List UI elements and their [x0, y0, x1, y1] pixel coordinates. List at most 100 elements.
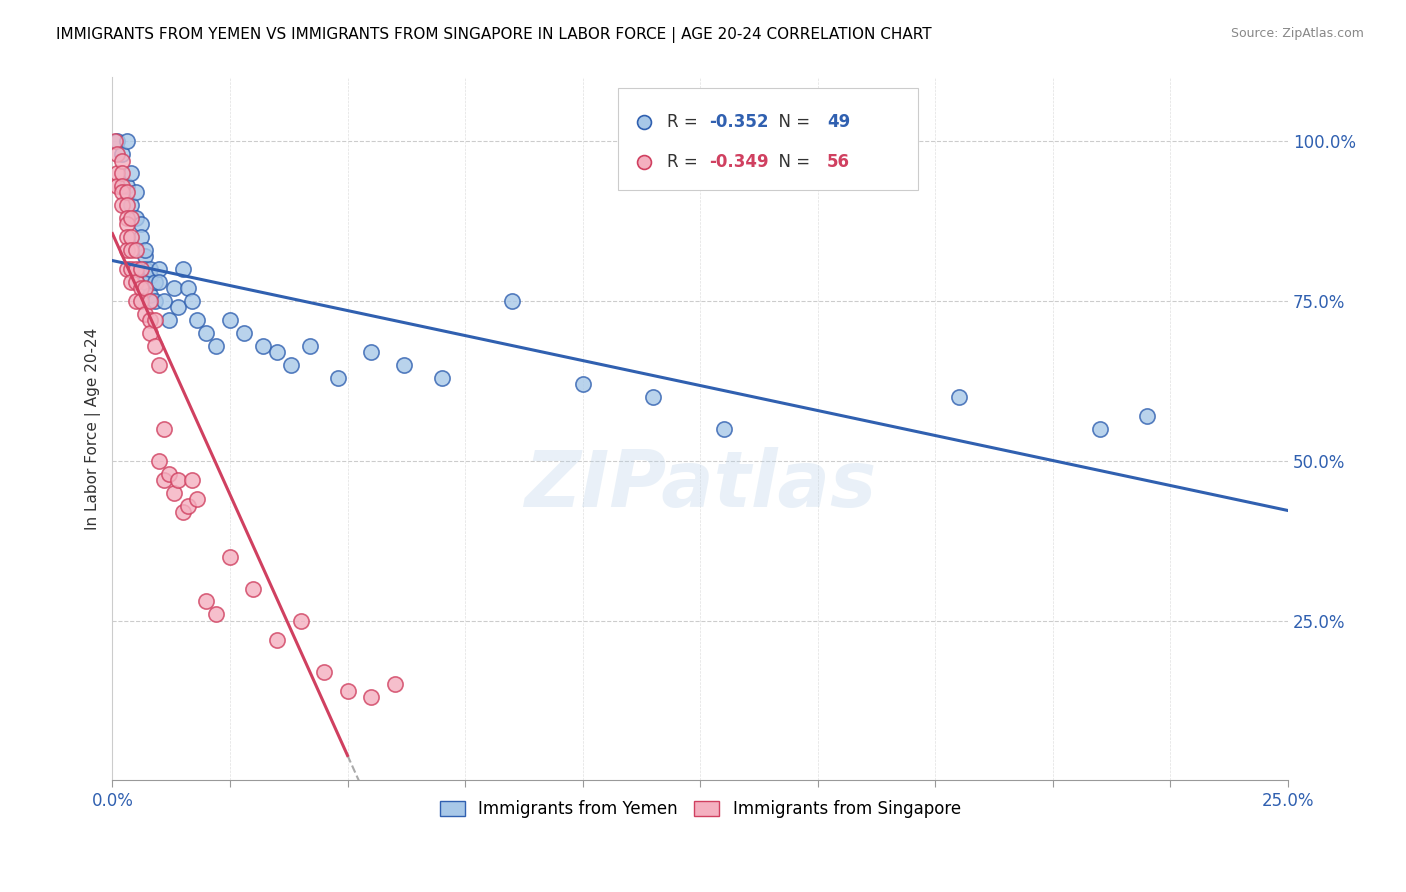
Point	[252, 339, 274, 353]
Point	[115, 211, 138, 225]
Point	[186, 492, 208, 507]
Point	[139, 287, 162, 301]
Point	[134, 275, 156, 289]
Point	[129, 262, 152, 277]
Point	[134, 262, 156, 277]
Point	[162, 281, 184, 295]
Point	[105, 179, 128, 194]
Point	[360, 690, 382, 705]
Point	[148, 358, 170, 372]
Text: IMMIGRANTS FROM YEMEN VS IMMIGRANTS FROM SINGAPORE IN LABOR FORCE | AGE 20-24 CO: IMMIGRANTS FROM YEMEN VS IMMIGRANTS FROM…	[56, 27, 932, 43]
Point	[143, 275, 166, 289]
Point	[120, 275, 142, 289]
Point	[115, 243, 138, 257]
Point	[125, 211, 148, 225]
Point	[186, 313, 208, 327]
Text: Source: ZipAtlas.com: Source: ZipAtlas.com	[1230, 27, 1364, 40]
Text: ZIPatlas: ZIPatlas	[524, 447, 876, 523]
Point	[266, 632, 288, 647]
Point	[120, 230, 142, 244]
Point	[111, 186, 134, 200]
Text: R =: R =	[668, 153, 703, 170]
Point	[181, 294, 204, 309]
Point	[571, 377, 593, 392]
Point	[139, 313, 162, 327]
Point	[111, 153, 134, 168]
Point	[157, 467, 180, 481]
Text: 49: 49	[827, 112, 851, 131]
Point	[111, 179, 134, 194]
Point	[111, 198, 134, 212]
Point	[139, 262, 162, 277]
Point	[115, 134, 138, 148]
Point	[643, 390, 665, 404]
Point	[111, 147, 134, 161]
Point	[1136, 409, 1159, 423]
Point	[104, 134, 127, 148]
Point	[153, 294, 176, 309]
Point	[143, 294, 166, 309]
Point	[115, 198, 138, 212]
Point	[219, 549, 242, 564]
Point	[205, 339, 228, 353]
Point	[125, 262, 148, 277]
FancyBboxPatch shape	[617, 88, 918, 190]
Point	[139, 326, 162, 340]
Point	[242, 582, 264, 596]
Point	[105, 147, 128, 161]
Point	[134, 249, 156, 263]
Point	[115, 262, 138, 277]
Point	[384, 677, 406, 691]
Text: N =: N =	[769, 112, 815, 131]
Point	[115, 230, 138, 244]
Point	[125, 275, 148, 289]
Point	[360, 345, 382, 359]
Point	[105, 134, 128, 148]
Point	[129, 218, 152, 232]
Point	[143, 313, 166, 327]
Point	[134, 307, 156, 321]
Point	[501, 294, 523, 309]
Point	[129, 262, 152, 277]
Point	[392, 358, 415, 372]
Point	[120, 198, 142, 212]
Text: -0.349: -0.349	[710, 153, 769, 170]
Point	[167, 301, 190, 315]
Point	[336, 683, 359, 698]
Legend: Immigrants from Yemen, Immigrants from Singapore: Immigrants from Yemen, Immigrants from S…	[433, 793, 967, 825]
Point	[120, 211, 142, 225]
Text: R =: R =	[668, 112, 703, 131]
Point	[153, 422, 176, 436]
Point	[139, 294, 162, 309]
Point	[233, 326, 256, 340]
Point	[172, 505, 194, 519]
Text: 56: 56	[827, 153, 851, 170]
Point	[129, 294, 152, 309]
Point	[111, 166, 134, 180]
Point	[205, 607, 228, 622]
Point	[157, 313, 180, 327]
Text: N =: N =	[769, 153, 815, 170]
Point	[148, 454, 170, 468]
Point	[120, 243, 142, 257]
Point	[115, 218, 138, 232]
Point	[125, 294, 148, 309]
Point	[153, 473, 176, 487]
Point	[125, 186, 148, 200]
Point	[266, 345, 288, 359]
Point	[129, 281, 152, 295]
Point	[176, 499, 198, 513]
Point	[120, 262, 142, 277]
Point	[280, 358, 302, 372]
Point	[312, 665, 335, 679]
Point	[713, 422, 735, 436]
Point	[430, 370, 453, 384]
Y-axis label: In Labor Force | Age 20-24: In Labor Force | Age 20-24	[86, 327, 101, 530]
Point	[125, 243, 148, 257]
Point	[162, 485, 184, 500]
Point	[115, 186, 138, 200]
Point	[326, 370, 349, 384]
Point	[290, 614, 312, 628]
Point	[195, 594, 218, 608]
Point	[298, 339, 321, 353]
